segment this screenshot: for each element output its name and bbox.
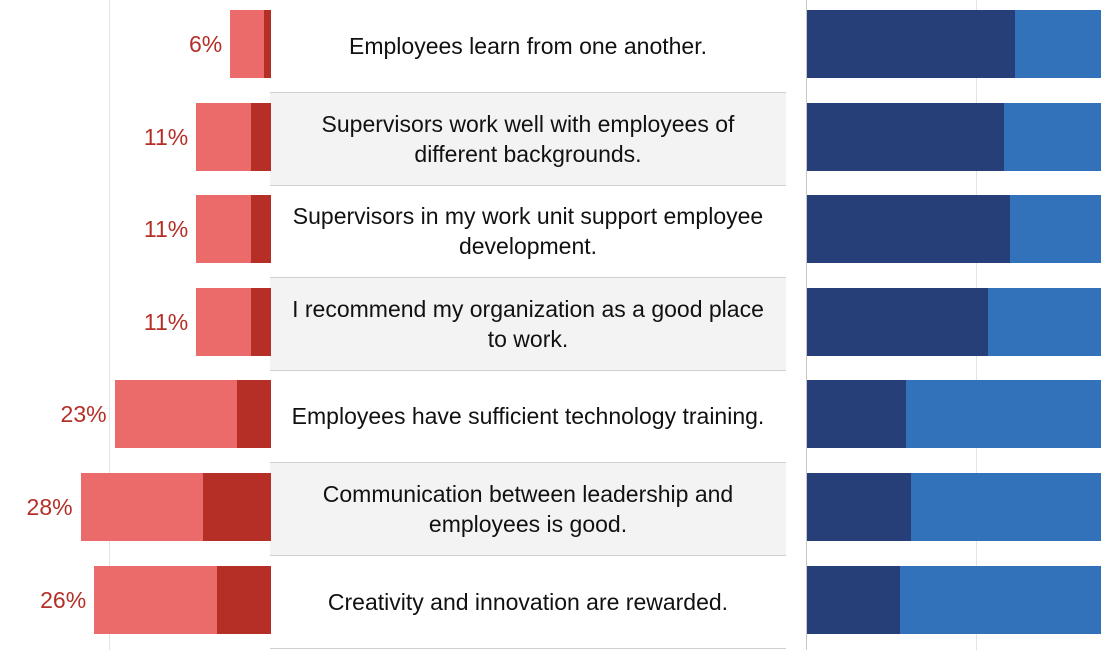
statement-text: Employees learn from one another.: [349, 33, 707, 59]
positive-bar: [905, 380, 1101, 448]
statement-text: Supervisors work well with employees of …: [321, 111, 735, 167]
negative-bar: [196, 103, 251, 171]
negative-total-label: 6%: [188, 31, 223, 57]
negative-strong-bar: [250, 103, 271, 171]
statement-text: I recommend my organization as a good pl…: [292, 296, 764, 352]
statement-text: Creativity and innovation are rewarded.: [327, 589, 729, 615]
negative-strong-bar: [250, 288, 271, 356]
positive-strong-bar: [807, 288, 988, 356]
statement-cell: Supervisors in my work unit support empl…: [270, 185, 786, 278]
left-gridline: [109, 0, 110, 650]
statement-cell: I recommend my organization as a good pl…: [270, 278, 786, 371]
statement-cell: Employees learn from one another.: [270, 0, 786, 93]
negative-bar: [80, 473, 203, 541]
positive-bar: [1015, 10, 1101, 78]
statement-cell: Employees have sufficient technology tra…: [270, 370, 786, 463]
positive-axis: [806, 0, 807, 650]
negative-bar: [114, 380, 237, 448]
statement-cell: Communication between leadership and emp…: [270, 463, 786, 556]
positive-bar: [900, 566, 1101, 634]
statement-cell: Creativity and innovation are rewarded.: [270, 556, 786, 649]
negative-total-label: 11%: [143, 124, 189, 150]
statement-cell: Supervisors work well with employees of …: [270, 93, 786, 186]
positive-bar: [1009, 195, 1101, 263]
positive-strong-bar: [807, 566, 901, 634]
negative-total-label: 11%: [143, 216, 189, 242]
positive-strong-bar: [807, 380, 906, 448]
negative-strong-bar: [203, 473, 271, 541]
positive-bar: [987, 288, 1101, 356]
positive-strong-bar: [807, 103, 1005, 171]
negative-total-label: 11%: [143, 309, 189, 335]
negative-strong-bar: [250, 195, 271, 263]
negative-total-label: 28%: [26, 494, 73, 520]
negative-bar: [230, 10, 265, 78]
negative-bar: [94, 566, 217, 634]
negative-total-label: 26%: [40, 587, 87, 613]
negative-strong-bar: [216, 566, 271, 634]
positive-strong-bar: [807, 473, 912, 541]
positive-bar: [1004, 103, 1101, 171]
positive-strong-bar: [807, 195, 1010, 263]
negative-strong-bar: [264, 10, 271, 78]
negative-total-label: 23%: [60, 401, 107, 427]
negative-bar: [196, 288, 251, 356]
negative-strong-bar: [237, 380, 271, 448]
statement-text: Communication between leadership and emp…: [322, 481, 734, 537]
statement-text: Supervisors in my work unit support empl…: [292, 203, 764, 259]
negative-bar: [196, 195, 251, 263]
positive-strong-bar: [807, 10, 1016, 78]
positive-bar: [911, 473, 1101, 541]
statement-text: Employees have sufficient technology tra…: [291, 403, 765, 429]
